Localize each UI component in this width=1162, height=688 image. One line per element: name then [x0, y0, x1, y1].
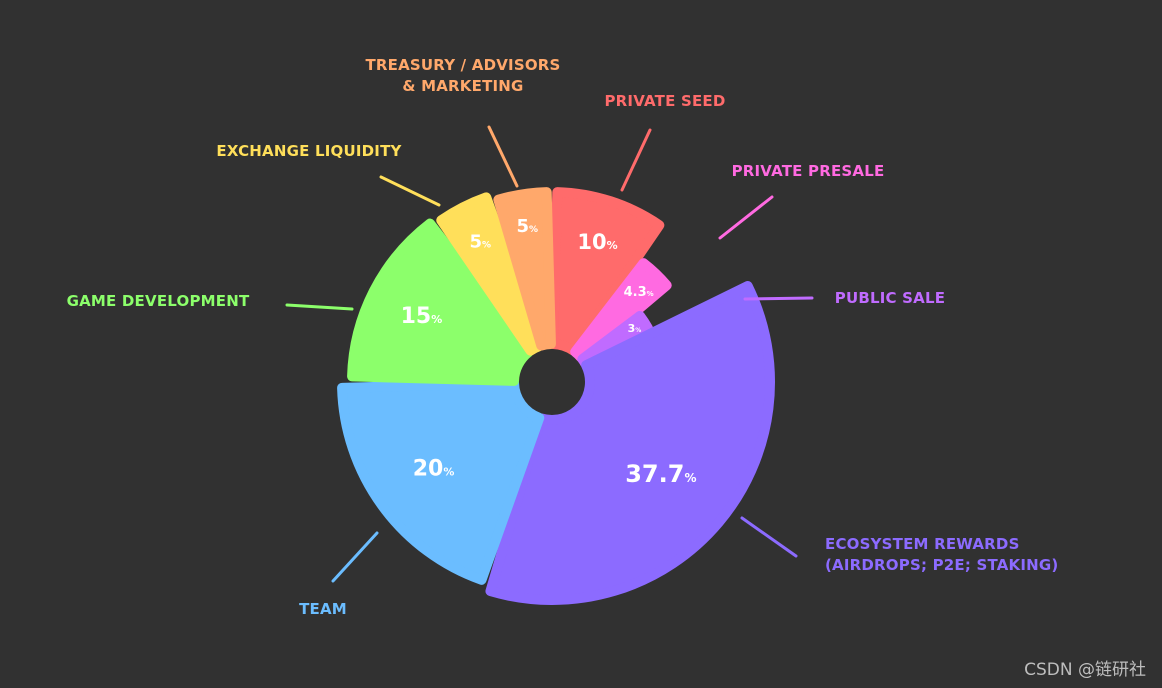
- data-label-private-presale: 4.3%: [624, 285, 654, 300]
- leader-line-game-development: [285, 303, 354, 311]
- leader-line-private-seed: [620, 128, 652, 192]
- category-label-exchange-liquidity: EXCHANGE LIQUIDITY: [216, 142, 402, 160]
- leader-line-team: [331, 531, 379, 583]
- category-label-treasury-advisors: TREASURY / ADVISORS & MARKETING: [365, 56, 560, 95]
- data-label-treasury-advisors: 5%: [516, 216, 538, 237]
- category-label-team: TEAM: [299, 600, 347, 618]
- data-label-team: 20%: [413, 457, 455, 482]
- leader-line-private-presale: [718, 195, 774, 240]
- data-label-game-development: 15%: [401, 304, 443, 329]
- pie-slice-exchange-liquidity: [436, 192, 545, 356]
- data-label-public-sale: 3%: [628, 322, 642, 335]
- category-label-private-presale: PRIVATE PRESALE: [732, 162, 885, 180]
- leader-line-public-sale: [743, 296, 814, 301]
- leader-line-exchange-liquidity: [379, 175, 441, 207]
- category-label-private-seed: PRIVATE SEED: [604, 92, 725, 110]
- leader-line-treasury-advisors: [487, 125, 519, 188]
- data-label-exchange-liquidity: 5%: [469, 231, 491, 252]
- pie-slice-private-seed: [548, 187, 665, 356]
- watermark: CSDN @链研社: [1024, 660, 1146, 680]
- data-label-ecosystem-rewards: 37.7%: [625, 460, 696, 488]
- leader-line-ecosystem-rewards: [740, 516, 798, 558]
- category-label-public-sale: PUBLIC SALE: [835, 289, 945, 307]
- pie-slice-ecosystem-rewards: [485, 281, 775, 605]
- category-label-game-development: GAME DEVELOPMENT: [67, 292, 250, 310]
- category-label-ecosystem-rewards: ECOSYSTEM REWARDS (AIRDROPS; P2E; STAKING…: [825, 535, 1058, 574]
- pie-slice-team: [337, 378, 545, 585]
- pie-slice-game-development: [347, 218, 534, 386]
- pie-slice-treasury-advisors: [493, 187, 556, 351]
- data-label-private-seed: 10%: [577, 230, 617, 254]
